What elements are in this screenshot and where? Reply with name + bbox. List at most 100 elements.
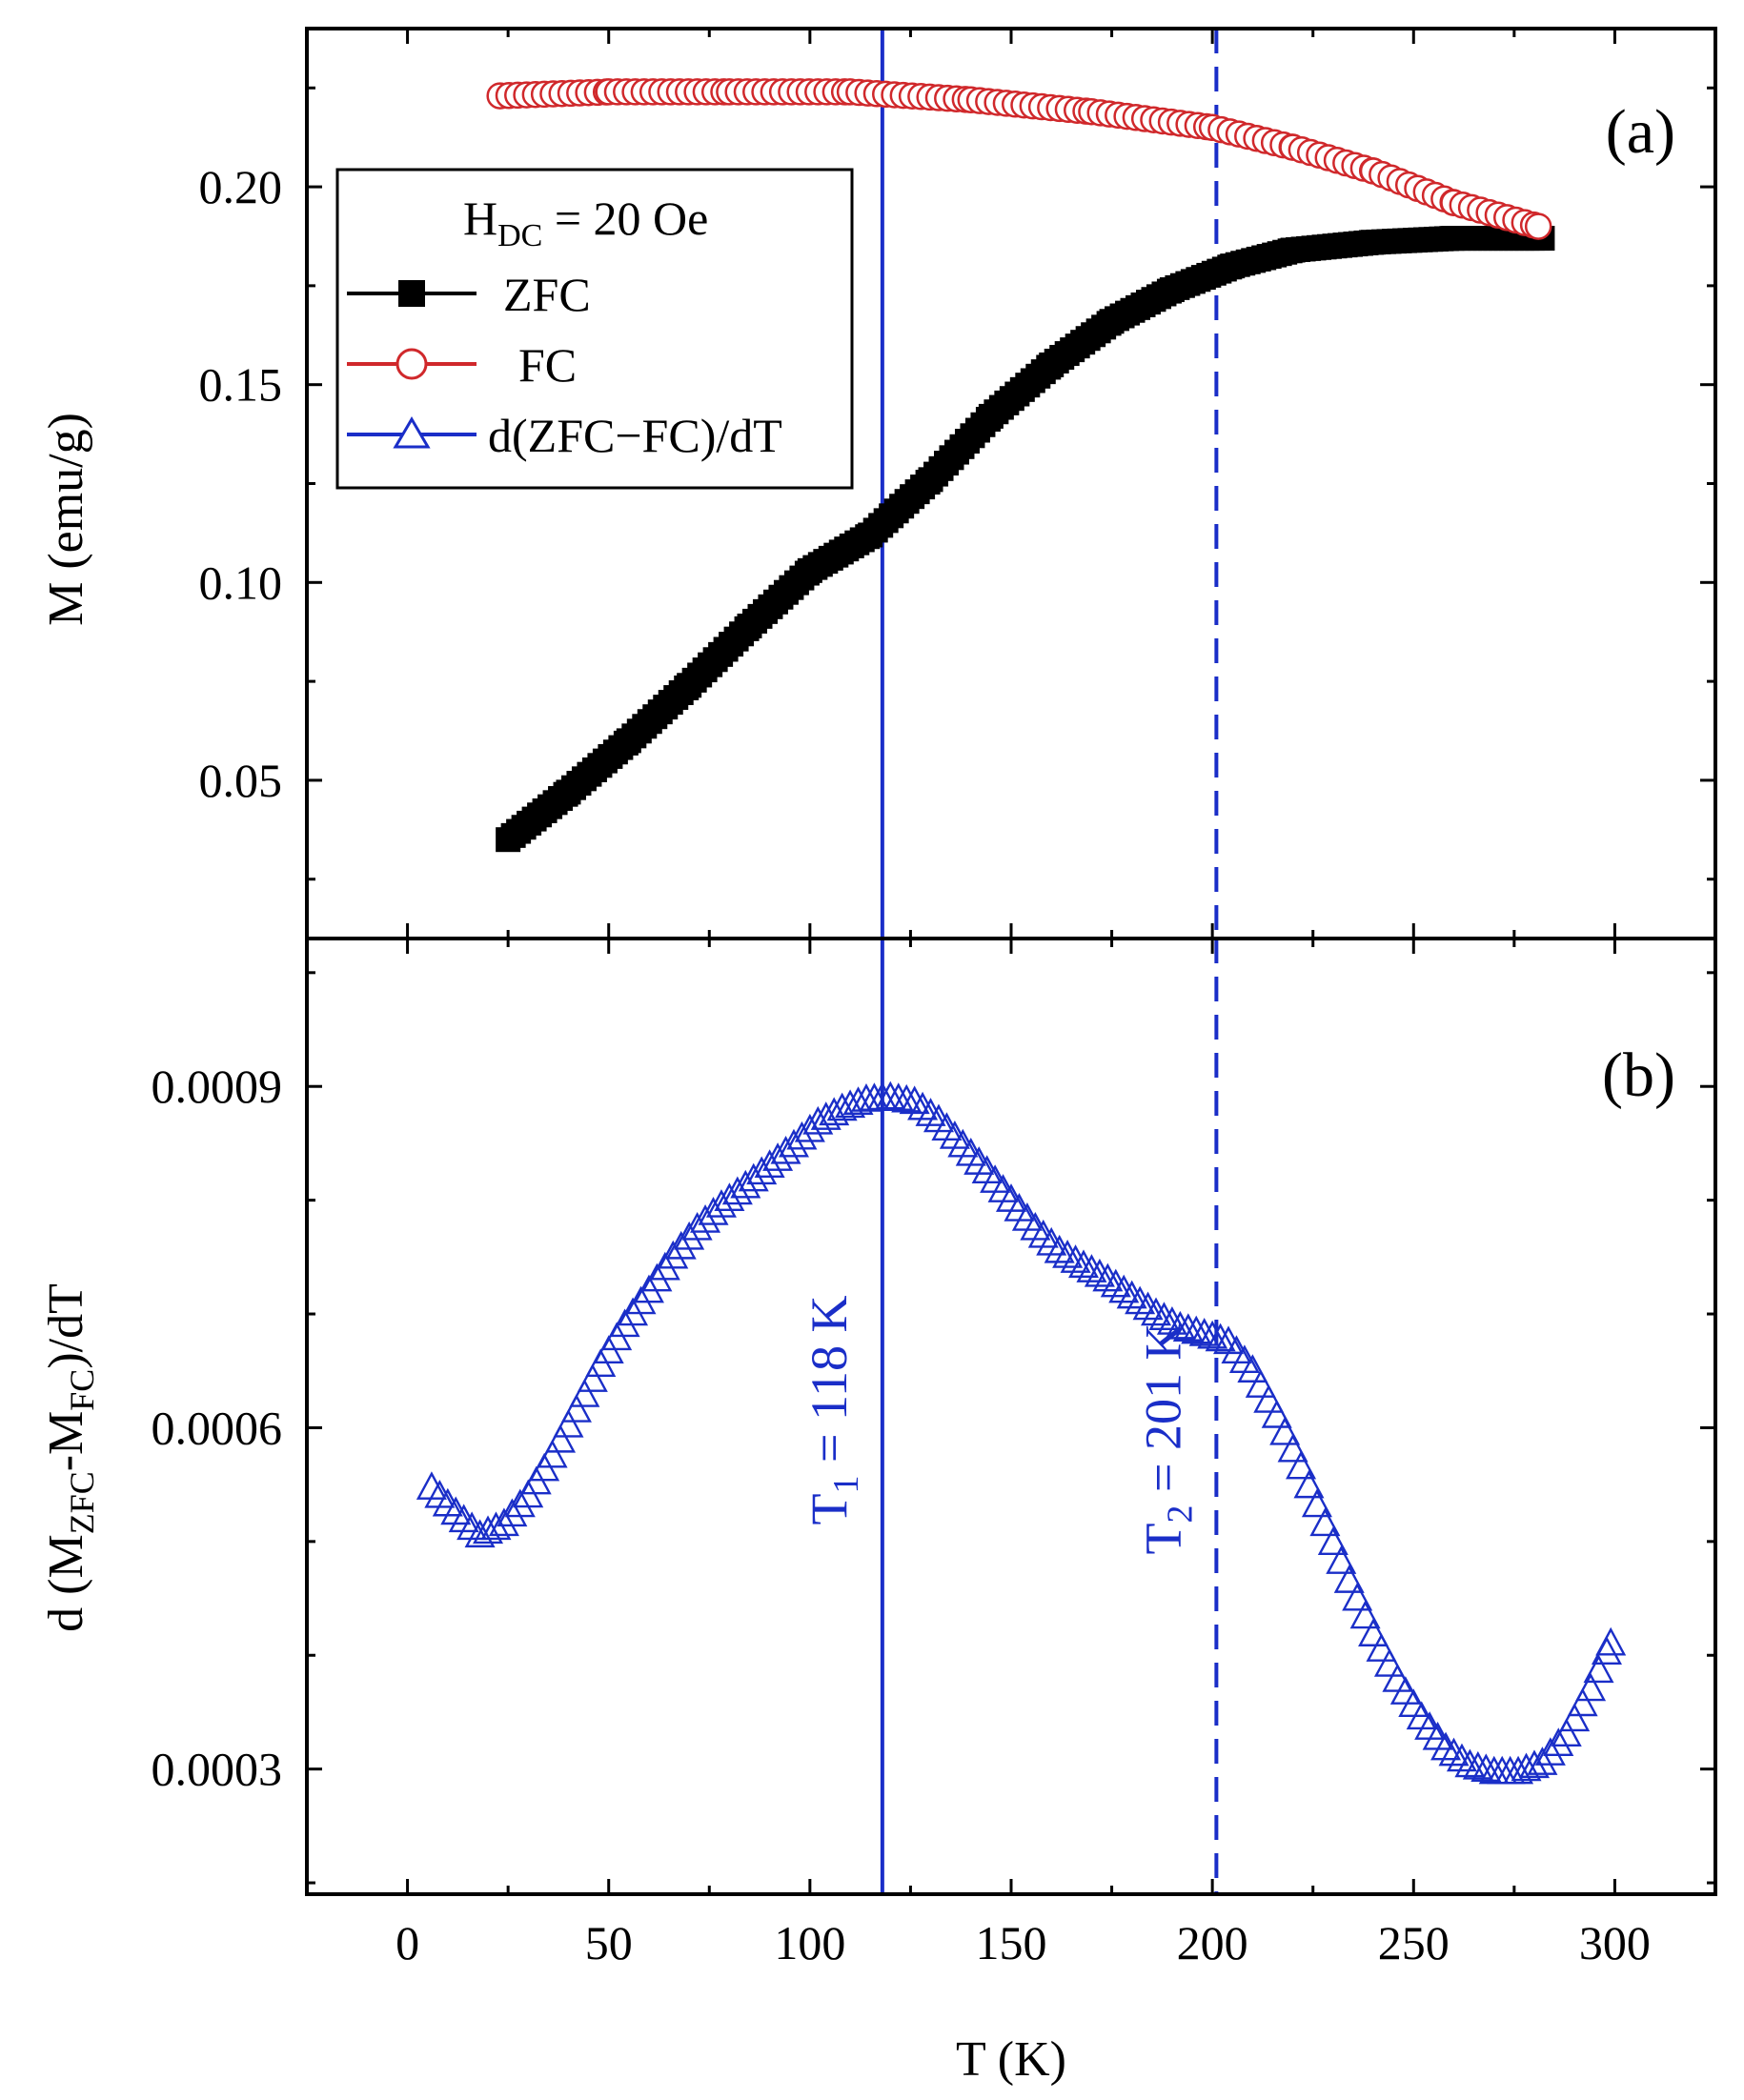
x-axis-title: T (K) <box>956 2032 1066 2087</box>
derivative-point <box>875 1080 906 1110</box>
derivative-point <box>504 1488 536 1518</box>
derivative-point <box>1583 1654 1614 1684</box>
derivative-point <box>1172 1313 1204 1342</box>
panel-a-y-tick-labels: 0.05 0.10 0.15 0.20 <box>199 160 283 807</box>
derivative-point <box>907 1091 939 1121</box>
derivative-point <box>545 1424 577 1453</box>
derivative-point <box>1301 1488 1332 1518</box>
derivative-point <box>1181 1315 1212 1344</box>
derivative-point <box>553 1408 584 1438</box>
derivative-point <box>1148 1302 1180 1331</box>
derivative-point <box>488 1507 519 1537</box>
derivative-point <box>1317 1526 1349 1556</box>
derivative-point <box>560 1393 592 1423</box>
panel-b: 0.0003 0.0006 0.0009 0 50 100 150 200 250 300 T1 … <box>39 937 1717 2087</box>
derivative-point <box>1333 1565 1365 1593</box>
derivative-point <box>1293 1469 1325 1499</box>
derivative-point <box>1060 1244 1091 1273</box>
derivative-point <box>1470 1753 1502 1783</box>
panel-b-tick-labels: 0.0003 0.0006 0.0009 0 50 100 150 200 250 300 <box>152 1060 1651 1969</box>
derivative-point <box>1237 1354 1268 1383</box>
panel-a-y-axis-title: M (emu/g) <box>39 413 93 626</box>
derivative-point <box>1052 1240 1084 1268</box>
derivative-point <box>665 1230 697 1260</box>
panel-a: 0.05 0.10 0.15 0.20 HDC = 20 Oe ZFC FC d(ZF… <box>39 27 1717 940</box>
derivative-point <box>1309 1507 1341 1537</box>
derivative-point <box>1044 1234 1075 1263</box>
derivative-point <box>1349 1600 1381 1629</box>
x-tick-label: 100 <box>774 1916 845 1969</box>
legend-fc-marker <box>395 348 428 380</box>
derivative-point <box>819 1097 850 1126</box>
derivative-point <box>1076 1254 1107 1282</box>
t2-annotation: T2 = 201 K <box>1134 1323 1200 1555</box>
panel-a-tag: (a) <box>1606 97 1675 167</box>
derivative-point <box>891 1083 923 1113</box>
derivative-point <box>1575 1672 1607 1702</box>
derivative-point <box>770 1135 801 1164</box>
derivative-point <box>1068 1249 1100 1279</box>
derivative-point <box>569 1379 600 1407</box>
derivative-point <box>473 1515 504 1545</box>
x-tick-label: 200 <box>1177 1916 1248 1969</box>
derivative-point <box>1253 1384 1285 1413</box>
derivative-point <box>698 1197 729 1225</box>
derivative-point <box>899 1085 930 1115</box>
derivative-point <box>497 1498 528 1527</box>
panel-b-y-tick-label: 0.0006 <box>152 1401 283 1454</box>
panel-a-y-tick-label: 0.20 <box>199 160 283 213</box>
panel-b-y-tick-label: 0.0009 <box>152 1060 283 1113</box>
derivative-point <box>1197 1320 1228 1349</box>
legend-zfc-label: ZFC <box>503 268 591 321</box>
derivative-point <box>1454 1748 1486 1778</box>
derivative-point <box>1389 1676 1421 1705</box>
derivative-point <box>1595 1626 1627 1656</box>
derivative-point <box>1125 1285 1156 1315</box>
t1-annotation: T1 = 118 K <box>801 1296 866 1525</box>
derivative-point <box>786 1121 818 1150</box>
derivative-point <box>1373 1648 1405 1677</box>
derivative-point <box>1366 1633 1397 1662</box>
panel-b-frame <box>305 937 1717 1896</box>
derivative-point <box>1116 1280 1147 1309</box>
derivative-point <box>915 1098 946 1126</box>
derivative-point <box>778 1128 809 1158</box>
legend: HDC = 20 Oe ZFC FC d(ZFC−FC)/dT <box>335 168 854 490</box>
derivative-point <box>1543 1727 1574 1756</box>
derivative-point <box>1141 1297 1172 1326</box>
panel-a-series <box>486 78 1555 853</box>
derivative-point <box>1382 1663 1413 1692</box>
derivative-point <box>746 1156 778 1185</box>
legend-derivative-label: d(ZFC−FC)/dT <box>488 409 782 462</box>
derivative-point <box>1261 1399 1292 1428</box>
fc-point <box>1524 212 1552 240</box>
derivative-point <box>1527 1747 1558 1775</box>
derivative-point <box>1188 1317 1220 1346</box>
derivative-point <box>464 1519 496 1548</box>
x-tick-label: 50 <box>585 1916 633 1969</box>
derivative-point <box>1358 1618 1389 1646</box>
legend-derivative-marker <box>393 416 431 449</box>
derivative-point <box>1326 1545 1357 1574</box>
derivative-point <box>658 1240 689 1269</box>
derivative-point <box>1567 1687 1598 1717</box>
derivative-point <box>762 1142 794 1171</box>
derivative-point <box>1342 1582 1373 1611</box>
legend-title: HDC = 20 Oe <box>463 192 708 253</box>
derivative-point <box>674 1221 705 1250</box>
legend-fc-label: FC <box>518 338 577 392</box>
panel-b-series <box>416 1080 1627 1785</box>
derivative-point <box>1269 1416 1301 1445</box>
panel-b-y-axis-title: d (MZFC-MFC)/dT <box>39 1283 101 1632</box>
derivative-point <box>1534 1737 1566 1766</box>
panel-a-y-tick-label: 0.15 <box>199 358 283 412</box>
derivative-point <box>1245 1369 1276 1398</box>
derivative-point <box>1438 1737 1470 1767</box>
panel-a-y-tick-label: 0.10 <box>199 555 283 609</box>
legend-zfc-marker <box>398 280 425 307</box>
derivative-point <box>681 1211 713 1241</box>
derivative-point <box>1286 1450 1317 1480</box>
x-tick-label: 150 <box>976 1916 1047 1969</box>
x-tick-label: 250 <box>1378 1916 1450 1969</box>
